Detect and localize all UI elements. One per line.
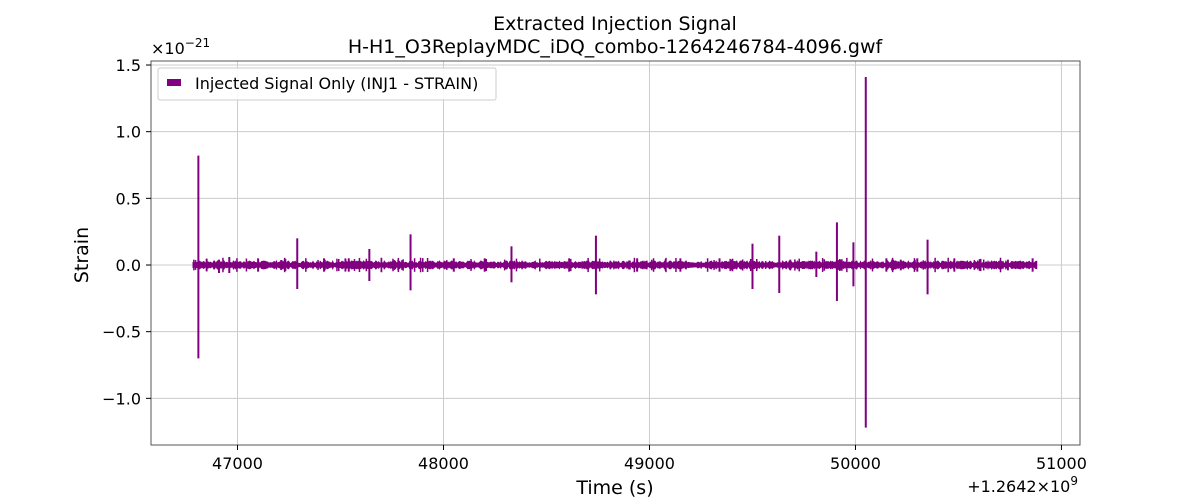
- legend-label: Injected Signal Only (INJ1 - STRAIN): [195, 74, 478, 93]
- x-tick-label: 47000: [212, 454, 263, 473]
- x-tick-label: 51000: [1036, 454, 1087, 473]
- y-axis-ticks: −1.0 −0.5 0.0 0.5 1.0 1.5: [102, 56, 151, 408]
- y-axis-scale-factor: ×10−21: [151, 36, 210, 58]
- legend: Injected Signal Only (INJ1 - STRAIN): [157, 67, 497, 101]
- x-tick-label: 48000: [418, 454, 469, 473]
- chart-subtitle: H-H1_O3ReplayMDC_iDQ_combo-1264246784-40…: [348, 36, 884, 58]
- y-axis-label: Strain: [71, 227, 93, 283]
- y-tick-label: 0.5: [116, 189, 141, 208]
- x-axis-offset: +1.2642×109: [967, 474, 1078, 496]
- x-tick-label: 49000: [624, 454, 675, 473]
- x-tick-label: 50000: [830, 454, 881, 473]
- chart-title: Extracted Injection Signal: [493, 13, 737, 35]
- y-tick-label: −1.0: [102, 389, 141, 408]
- y-tick-label: −0.5: [102, 323, 141, 342]
- legend-swatch: [167, 79, 181, 86]
- y-tick-label: 0.0: [116, 256, 141, 275]
- axes-frame: [150, 60, 1081, 446]
- y-tick-label: 1.0: [116, 123, 141, 142]
- x-axis-ticks: 47000 48000 49000 50000 51000: [212, 445, 1087, 473]
- legend-box: [157, 67, 497, 101]
- y-tick-label: 1.5: [116, 56, 141, 75]
- plot-area: [192, 77, 1038, 428]
- x-axis-label: Time (s): [575, 477, 653, 499]
